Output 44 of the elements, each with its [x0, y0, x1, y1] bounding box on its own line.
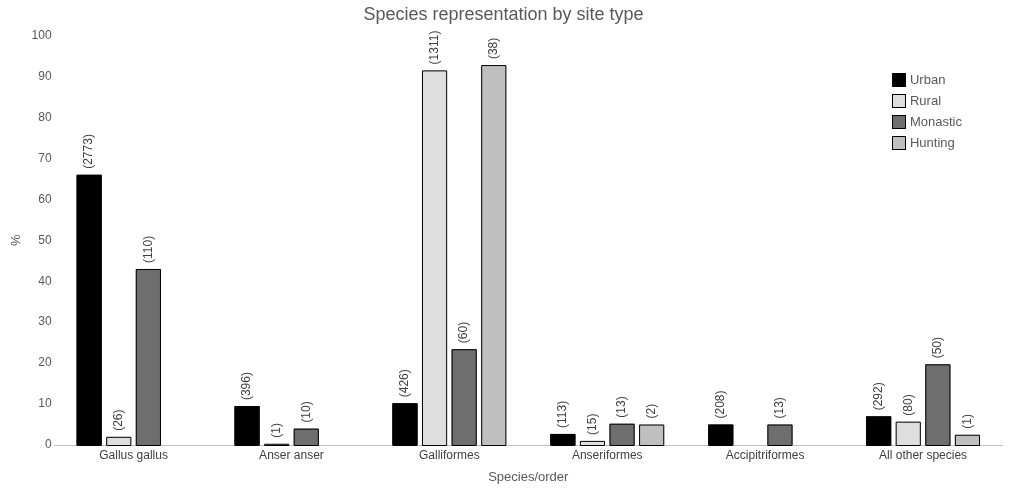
annotation: (208)	[713, 390, 728, 419]
y-tick-label: 90	[38, 68, 52, 83]
annotation: (292)	[870, 382, 885, 411]
y-tick-label: 0	[44, 437, 52, 452]
annotation: (1)	[268, 423, 283, 438]
annotation: (2773)	[81, 134, 96, 169]
chart-title: Species representation by site type	[363, 3, 644, 24]
y-tick-label: 70	[38, 150, 52, 165]
legend-label: Hunting	[909, 135, 955, 150]
annotation: (13)	[614, 396, 629, 418]
annotation: (80)	[900, 394, 915, 416]
y-axis-title: %	[8, 234, 24, 247]
annotation: (2)	[643, 403, 658, 419]
annotation: (110)	[140, 235, 155, 263]
annotation: (50)	[930, 337, 945, 359]
y-tick-label: 60	[38, 191, 52, 206]
legend-label: Urban	[909, 72, 946, 87]
x-tick-label: Anser anser	[259, 447, 324, 462]
y-tick-label: 50	[38, 232, 52, 247]
x-tick-label: All other species	[879, 447, 968, 462]
y-tick-label: 20	[38, 355, 52, 370]
x-tick-label: Gallus gallus	[99, 447, 168, 462]
y-tick-label: 100	[31, 27, 52, 42]
x-tick-label: Anseriformes	[571, 447, 643, 462]
annotation: (38)	[486, 37, 501, 60]
x-tick-label: Galliformes	[419, 447, 480, 462]
y-tick-label: 80	[38, 109, 52, 124]
y-tick-label: 30	[38, 314, 52, 329]
x-axis-title: Species/order	[488, 468, 570, 484]
legend-label: Rural	[909, 93, 942, 108]
annotation: (426)	[397, 369, 412, 398]
annotation: (1)	[959, 414, 974, 429]
annotation: (10)	[298, 401, 313, 423]
annotation: (113)	[555, 400, 570, 428]
annotation: (396)	[239, 372, 254, 401]
x-tick-label: Accipitriformes	[725, 447, 805, 462]
annotation: (13)	[772, 397, 787, 419]
annotation: (15)	[584, 413, 599, 435]
annotation: (1311)	[426, 30, 441, 65]
y-tick-label: 40	[38, 273, 52, 288]
legend-label: Monastic	[909, 114, 962, 129]
y-tick-label: 10	[38, 396, 52, 411]
annotation: (26)	[111, 409, 126, 431]
annotation: (60)	[456, 321, 471, 344]
